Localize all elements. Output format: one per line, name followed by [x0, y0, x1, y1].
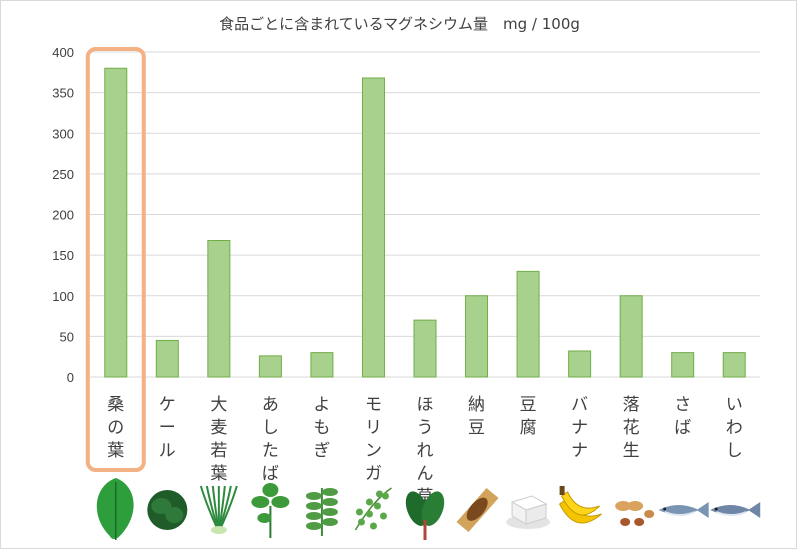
bar — [207, 240, 231, 378]
category-label-char: ン — [365, 441, 382, 461]
category-label-char: 腐 — [520, 418, 537, 438]
category-label-char: さ — [674, 395, 691, 415]
category-label-char: ん — [417, 464, 434, 484]
bar — [413, 319, 437, 378]
chart-title: 食品ごとに含まれているマグネシウム量 mg / 100g — [219, 15, 580, 33]
category-label-char: れ — [417, 441, 434, 461]
category-label-char: 葉 — [210, 464, 227, 484]
category-label-char: ガ — [365, 464, 382, 484]
category-label-char: モ — [365, 395, 382, 415]
category-label-char: 豆 — [520, 395, 537, 415]
tofu-icon — [506, 495, 551, 529]
y-tick-label: 50 — [60, 329, 74, 344]
ashitaba-icon — [251, 483, 290, 538]
y-tick-label: 100 — [52, 289, 74, 304]
bar — [465, 295, 489, 378]
bar — [258, 355, 282, 378]
y-tick-label: 200 — [52, 208, 74, 223]
category-label-char: ナ — [571, 441, 588, 461]
y-tick-label: 400 — [52, 45, 74, 60]
banana-icon — [558, 486, 602, 524]
category-label-char: ぎ — [313, 441, 330, 461]
category-label-char: よ — [313, 395, 330, 415]
category-label-char: バ — [571, 395, 588, 415]
y-tick-label: 0 — [67, 370, 74, 385]
y-tick-label: 250 — [52, 167, 74, 182]
bar — [671, 352, 695, 378]
category-label-char: の — [107, 418, 124, 438]
barley-grass-icon — [199, 485, 238, 534]
yomogi-icon — [305, 488, 338, 536]
mackerel-icon — [658, 502, 709, 518]
highlight-box — [85, 47, 146, 472]
category-label-char: ケ — [159, 395, 176, 415]
category-label-char: し — [726, 441, 743, 461]
bar — [310, 352, 334, 378]
mulberry-leaf-icon — [96, 478, 134, 540]
bar — [104, 67, 128, 378]
category-label-char: あ — [262, 395, 279, 415]
y-tick-label: 300 — [52, 126, 74, 141]
sardine-icon — [710, 502, 761, 518]
category-label-char: ナ — [571, 418, 588, 438]
y-tick-label: 350 — [52, 86, 74, 101]
bar — [516, 270, 540, 378]
category-label-char: 花 — [623, 418, 640, 438]
category-label-char: 豆 — [468, 418, 485, 438]
category-label-char: ば — [674, 418, 691, 438]
category-label-char: ば — [262, 464, 279, 484]
bar — [619, 295, 643, 378]
category-label-char: 大 — [210, 395, 227, 415]
category-label-char: ル — [159, 441, 176, 461]
y-tick-label: 150 — [52, 248, 74, 263]
natto-icon — [456, 488, 499, 532]
peanut-icon — [615, 501, 655, 526]
category-label-char: 桑 — [107, 395, 124, 415]
bar — [568, 350, 592, 378]
category-label-char: ほ — [417, 395, 434, 415]
category-label-char: リ — [365, 418, 382, 438]
category-label-char: わ — [726, 418, 743, 438]
category-label-char: 落 — [623, 395, 640, 415]
category-label-char: 麦 — [210, 418, 227, 438]
bar — [361, 77, 385, 378]
bar — [722, 352, 746, 378]
category-label-char: 納 — [468, 395, 485, 415]
category-label-char: し — [262, 418, 279, 438]
spinach-icon — [405, 491, 445, 540]
category-label-char: い — [726, 395, 743, 415]
category-label-char: 生 — [623, 441, 640, 461]
category-label-char: た — [262, 441, 279, 461]
kale-icon — [147, 490, 188, 530]
category-label-char: 葉 — [107, 441, 124, 461]
category-label-char: ー — [159, 418, 176, 438]
bar — [155, 339, 179, 378]
category-label-char: 若 — [210, 441, 227, 461]
category-label-char: も — [313, 418, 330, 438]
category-label-char: う — [417, 418, 434, 438]
moringa-icon — [354, 487, 392, 531]
